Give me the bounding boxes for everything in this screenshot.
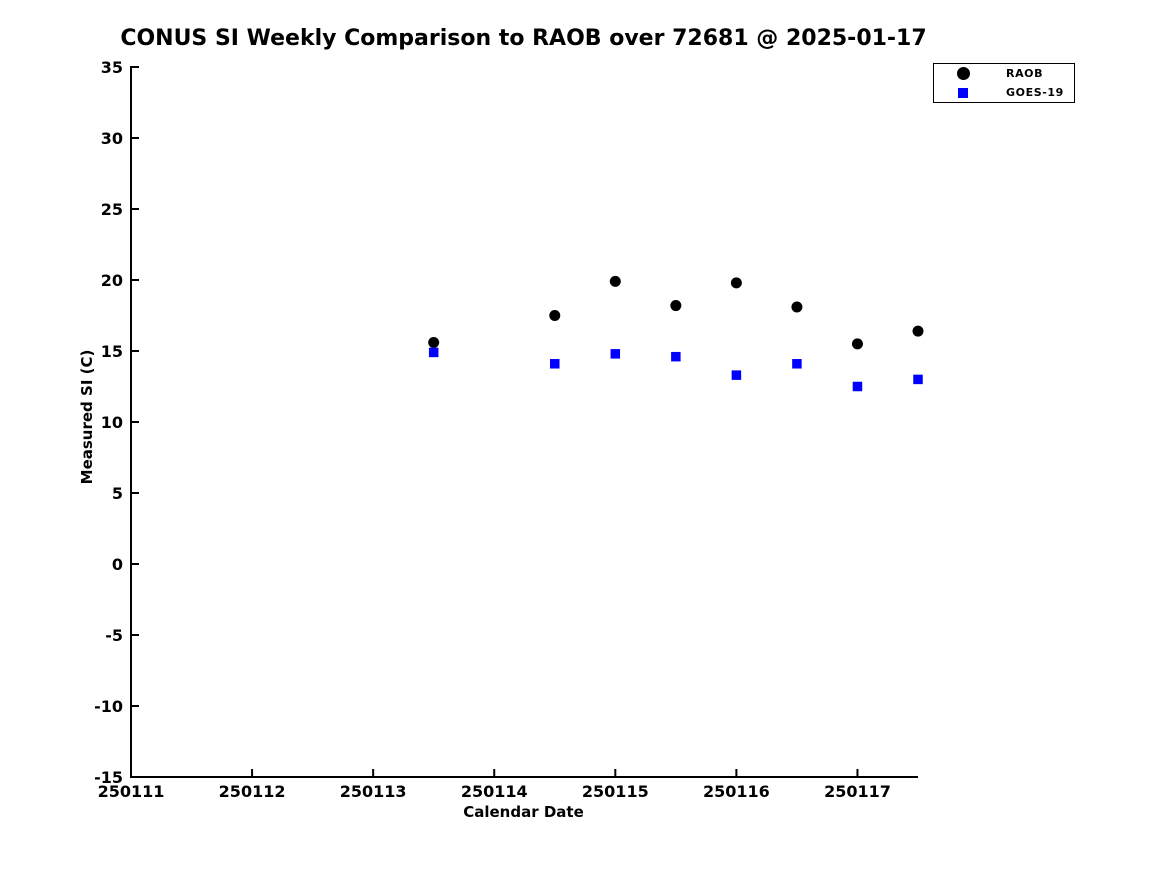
raob-point (609, 275, 621, 287)
y-tick-label: -10 (94, 697, 123, 716)
raob-point (549, 310, 561, 321)
legend-marker-col (934, 67, 992, 80)
goes-19-point (671, 351, 681, 362)
goes-19-point (550, 359, 560, 369)
raob-point (791, 301, 803, 313)
goes-19-point (792, 359, 802, 369)
y-tick-label: 30 (101, 129, 123, 148)
y-tick-label: -15 (94, 768, 123, 787)
y-tick-label: 25 (101, 200, 123, 219)
raob-point (670, 300, 682, 312)
goes-19-point (610, 349, 621, 359)
goes-19-point (913, 374, 923, 385)
goes-19-point (428, 347, 439, 358)
x-tick-label: 250115 (582, 782, 649, 801)
x-tick-label: 250113 (340, 782, 407, 801)
y-tick-label: 15 (101, 342, 123, 361)
y-tick-label: 10 (101, 413, 123, 432)
raob-point (730, 277, 742, 289)
y-tick-label: 5 (112, 484, 123, 503)
goes-19-square-icon (958, 87, 968, 98)
x-axis-label: Calendar Date (463, 803, 584, 821)
legend-marker-col (934, 87, 992, 98)
x-tick-label: 250114 (461, 782, 528, 801)
y-tick-label: 20 (101, 271, 123, 290)
goes-19-point (731, 370, 742, 380)
x-tick-label: 250111 (98, 782, 165, 801)
x-tick-label: 250117 (824, 782, 891, 801)
y-tick-label: 0 (112, 555, 123, 574)
goes-19-point (852, 381, 863, 392)
raob-circle-icon (956, 67, 970, 80)
x-tick-label: 250116 (703, 782, 770, 801)
legend-label-goes19: GOES-19 (1006, 86, 1064, 99)
legend-row-goes19: GOES-19 (934, 83, 1074, 102)
legend-row-raob: RAOB (934, 64, 1074, 83)
chart-title: CONUS SI Weekly Comparison to RAOB over … (120, 26, 927, 51)
raob-point (912, 325, 924, 337)
y-tick-label: -5 (105, 626, 123, 645)
raob-point (851, 338, 863, 350)
raob-point (428, 336, 440, 348)
legend: RAOB GOES-19 (933, 63, 1075, 103)
legend-label-raob: RAOB (1006, 67, 1044, 80)
y-tick-label: 35 (101, 58, 123, 77)
x-tick-label: 250112 (219, 782, 286, 801)
